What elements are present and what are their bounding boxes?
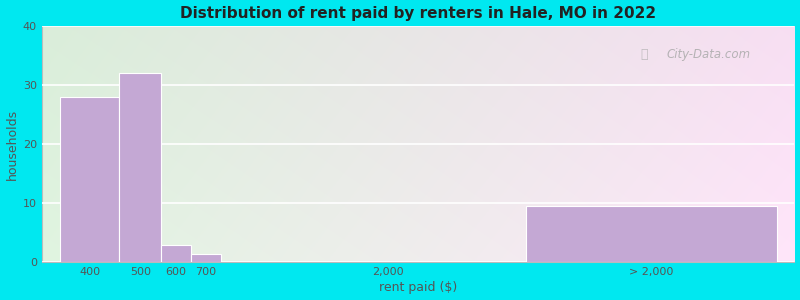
Bar [161, 245, 191, 262]
Bar [191, 254, 221, 262]
Bar [119, 73, 161, 262]
Bar [526, 206, 777, 262]
Text: 🌐: 🌐 [640, 48, 648, 61]
Y-axis label: households: households [6, 109, 18, 180]
Bar [60, 97, 119, 262]
Text: City-Data.com: City-Data.com [666, 48, 750, 61]
Title: Distribution of rent paid by renters in Hale, MO in 2022: Distribution of rent paid by renters in … [180, 6, 656, 21]
X-axis label: rent paid ($): rent paid ($) [379, 281, 458, 294]
